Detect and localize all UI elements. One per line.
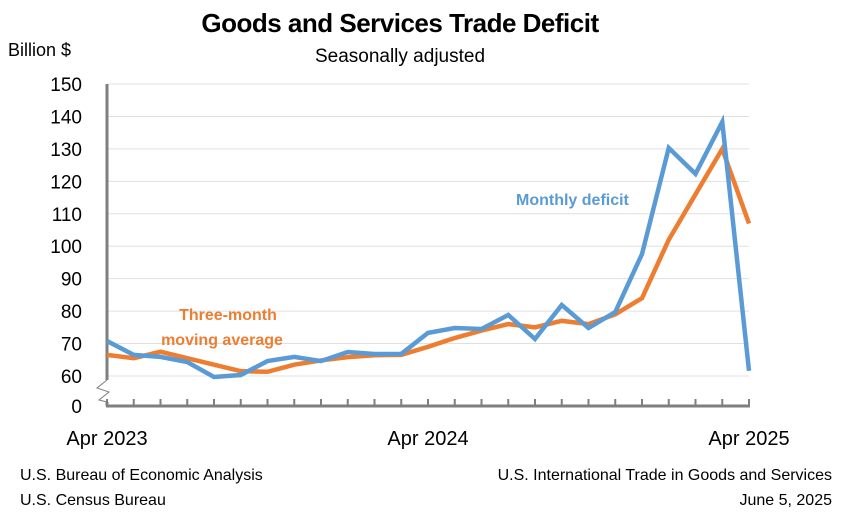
y-axis-label: Billion $	[8, 40, 72, 60]
x-tick-label: Apr 2024	[387, 428, 468, 450]
source-census: U.S. Census Bureau	[20, 492, 166, 509]
chart-subtitle: Seasonally adjusted	[314, 46, 486, 67]
y-tick-label: 90	[61, 270, 82, 291]
annotation-monthly-deficit: Monthly deficit	[516, 192, 630, 209]
source-bea: U.S. Bureau of Economic Analysis	[20, 467, 263, 484]
release-date: June 5, 2025	[739, 492, 832, 509]
series-lines	[105, 114, 752, 380]
y-tick-label: 120	[50, 172, 82, 193]
gridlines	[107, 83, 749, 377]
annotation-moving-average-line1: Three-month	[179, 307, 277, 324]
axes	[95, 84, 750, 408]
y-tick-labels: 150 140 130 120 110 100 90 80 70 60 0	[50, 75, 82, 418]
y-tick-label: 0	[71, 397, 82, 418]
series-line-monthly-deficit	[105, 114, 752, 380]
chart-title: Goods and Services Trade Deficit	[201, 8, 599, 38]
y-tick-label: 130	[50, 140, 82, 161]
y-tick-label: 110	[52, 205, 82, 226]
x-tick-label: Apr 2025	[708, 428, 789, 450]
y-tick-label: 100	[50, 237, 82, 258]
release-name: U.S. International Trade in Goods and Se…	[497, 467, 832, 484]
y-tick-label: 60	[61, 367, 82, 388]
axis-break-icon	[95, 379, 111, 403]
annotation-moving-average-line2: moving average	[161, 332, 283, 349]
y-tick-label: 70	[61, 335, 82, 356]
y-tick-label: 140	[50, 107, 82, 128]
series-line-three-month-moving-average	[106, 143, 752, 375]
y-tick-label: 150	[50, 75, 82, 96]
y-tick-label: 80	[61, 302, 82, 323]
x-tick-labels: Apr 2023 Apr 2024 Apr 2025	[66, 428, 789, 450]
x-tick-label: Apr 2023	[66, 428, 147, 450]
